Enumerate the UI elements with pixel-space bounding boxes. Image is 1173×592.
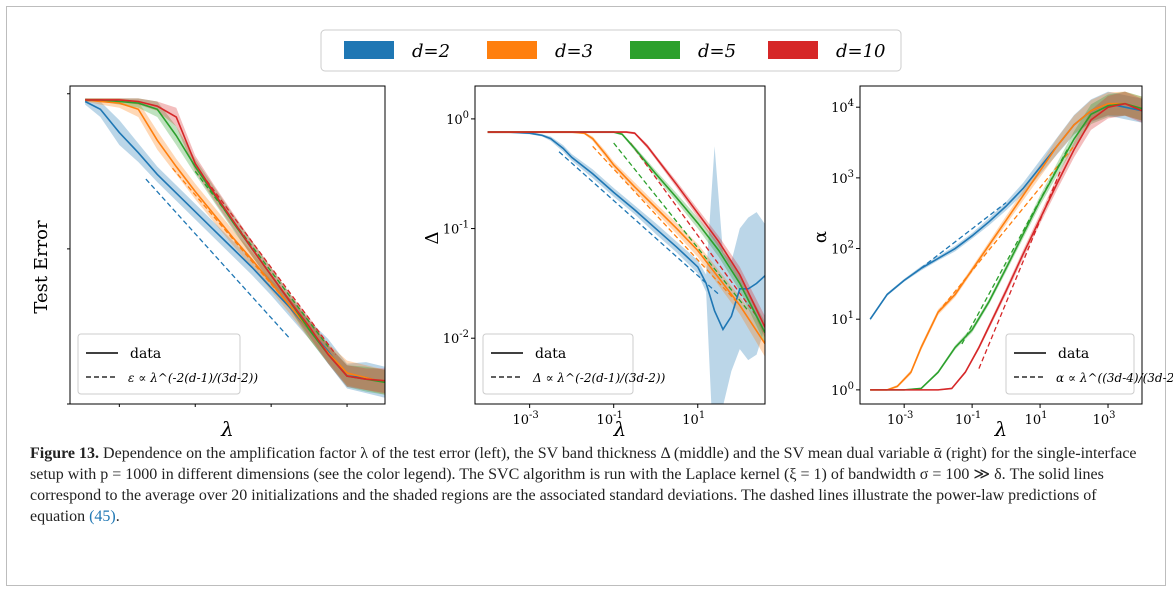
legend-label-d5: d=5 bbox=[698, 41, 736, 62]
legend-label-d2: d=2 bbox=[412, 41, 450, 62]
legend-swatch-d2 bbox=[344, 41, 394, 59]
panel-left-test-error: λ Test Error data ε ∝ λ^(-2(d-1)/(3d-2)) bbox=[31, 85, 386, 440]
inner-legend-box bbox=[482, 333, 634, 395]
top-legend: d=2 d=3 d=5 d=10 bbox=[320, 29, 902, 72]
prediction-line-d2 bbox=[145, 178, 291, 340]
std-band-d2 bbox=[487, 130, 765, 404]
legend-data-label: data bbox=[130, 346, 161, 362]
prediction-line-d3 bbox=[937, 145, 1075, 313]
inner-legend: data ε ∝ λ^(-2(d-1)/(3d-2)) bbox=[77, 333, 258, 395]
series-line-d10 bbox=[85, 99, 385, 382]
axes-frame bbox=[69, 85, 386, 405]
legend-swatch-d5 bbox=[630, 41, 680, 59]
caption-text: Dependence on the amplification factor λ… bbox=[30, 445, 1137, 525]
y-axis-label: Δ bbox=[422, 232, 443, 245]
top-legend-box bbox=[320, 29, 902, 72]
caption-end: . bbox=[115, 508, 120, 525]
legend-swatch-d3 bbox=[487, 41, 537, 59]
series-line-d5 bbox=[870, 102, 1142, 391]
y-tick-label: 10-2 bbox=[443, 329, 469, 347]
figure-caption: Figure 13. Dependence on the amplificati… bbox=[30, 443, 1145, 527]
std-band-d3 bbox=[85, 98, 385, 395]
inner-legend: data α ∝ λ^((3d-4)/(3d-2)) bbox=[1005, 333, 1173, 395]
x-tick-label: 10-3 bbox=[512, 410, 538, 428]
legend-label-d3: d=3 bbox=[555, 41, 593, 62]
series-line-d3 bbox=[85, 99, 385, 384]
axes-frame bbox=[474, 85, 766, 405]
figure-canvas: d=2 d=3 d=5 d=10 λ Test Error data ε ∝ λ^(-2(d… bbox=[31, 29, 1173, 440]
x-axis-label: λ bbox=[994, 417, 1008, 440]
plot-area bbox=[84, 98, 385, 398]
y-tick-label: 100 bbox=[446, 110, 469, 128]
x-tick-label: 101 bbox=[682, 410, 705, 428]
inner-legend-box bbox=[1005, 333, 1135, 395]
y-tick-label: 103 bbox=[831, 169, 854, 187]
prediction-line-d2 bbox=[913, 202, 1007, 274]
legend-data-label: data bbox=[1058, 346, 1089, 362]
x-tick-label: 10-1 bbox=[597, 410, 623, 428]
plot-area bbox=[869, 91, 1142, 391]
caption-label: Figure 13. bbox=[30, 445, 100, 462]
std-band-d10 bbox=[85, 98, 385, 394]
prediction-line-d2 bbox=[558, 151, 720, 295]
series-line-d3 bbox=[870, 102, 1142, 391]
legend-prediction-label: ε ∝ λ^(-2(d-1)/(3d-2)) bbox=[128, 371, 258, 385]
legend-prediction-label: Δ ∝ λ^(-2(d-1)/(3d-2)) bbox=[532, 371, 666, 385]
prediction-line-d10 bbox=[206, 180, 337, 355]
series-line-d2 bbox=[487, 131, 765, 332]
series-line-d10 bbox=[870, 102, 1142, 391]
inner-legend: data Δ ∝ λ^(-2(d-1)/(3d-2)) bbox=[482, 333, 666, 395]
prediction-line-d3 bbox=[171, 167, 321, 343]
legend-prediction-label: α ∝ λ^((3d-4)/(3d-2)) bbox=[1056, 371, 1173, 385]
panel-right-alpha: 10-3 10-1 101 103 100 101 102 103 104 λ α data α ∝ λ… bbox=[810, 85, 1173, 440]
x-tick-label: 103 bbox=[1093, 410, 1116, 428]
series-line-d2 bbox=[869, 102, 1142, 320]
prediction-line-d5 bbox=[613, 142, 749, 312]
std-band-d3 bbox=[487, 130, 765, 357]
legend-label-d10: d=10 bbox=[836, 41, 886, 62]
plot-area bbox=[487, 130, 765, 404]
legend-swatch-d10 bbox=[768, 41, 818, 59]
y-axis-label: Test Error bbox=[31, 220, 52, 314]
y-axis-label: α bbox=[810, 231, 831, 243]
y-tick-label: 100 bbox=[831, 381, 854, 399]
caption-equation-link[interactable]: (45) bbox=[89, 508, 116, 525]
legend-data-label: data bbox=[535, 346, 566, 362]
x-axis-label: λ bbox=[613, 417, 627, 440]
std-band-d2 bbox=[85, 98, 385, 398]
x-tick-label: 101 bbox=[1025, 410, 1048, 428]
y-tick-label: 102 bbox=[831, 240, 854, 258]
prediction-line-d10 bbox=[629, 142, 758, 317]
x-axis-label: λ bbox=[220, 417, 234, 440]
figure-frame bbox=[6, 6, 1166, 586]
y-tick-label: 101 bbox=[831, 310, 854, 328]
y-tick-label: 10-1 bbox=[443, 220, 469, 238]
x-tick-label: 10-3 bbox=[887, 410, 913, 428]
x-tick-label: 10-1 bbox=[955, 410, 981, 428]
y-tick-label: 104 bbox=[831, 98, 854, 116]
prediction-line-d3 bbox=[592, 145, 741, 306]
series-line-d10 bbox=[487, 131, 765, 328]
inner-legend-box bbox=[77, 333, 241, 395]
axes-frame bbox=[859, 85, 1143, 405]
